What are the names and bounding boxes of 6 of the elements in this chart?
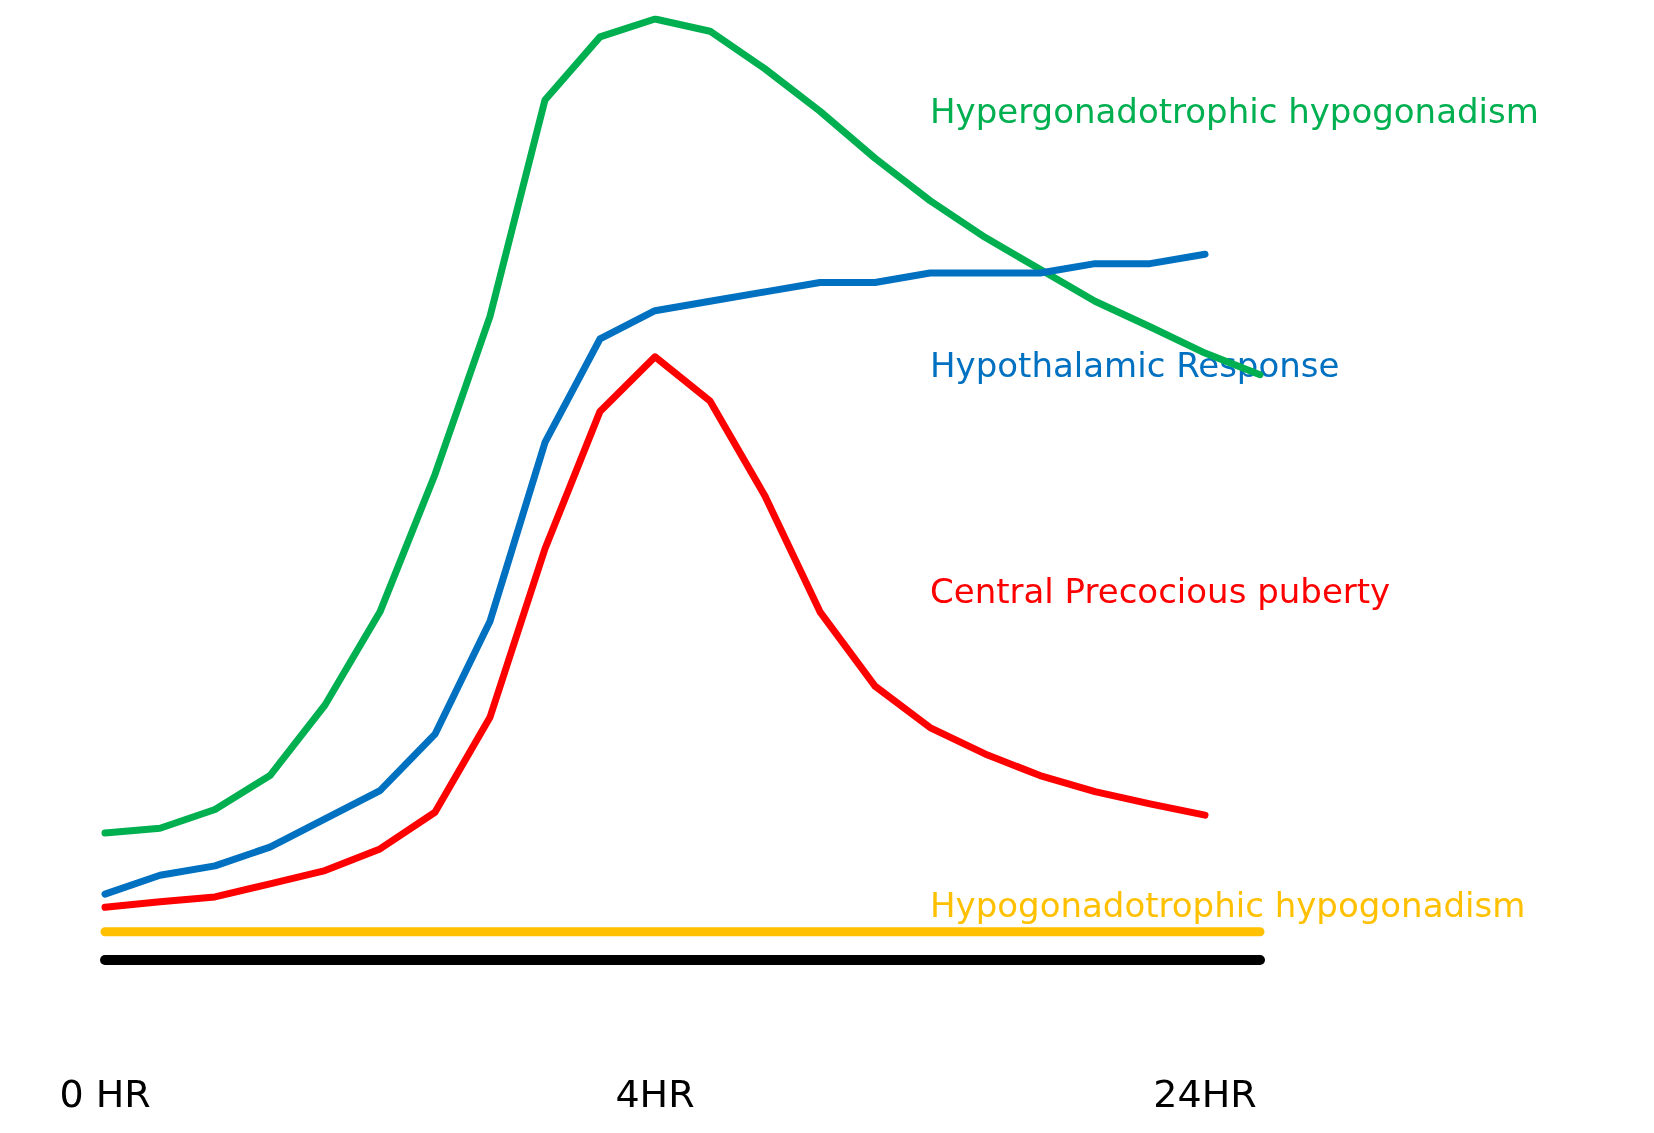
x-tick-label: 0 HR: [59, 1072, 151, 1116]
series-label: Hypogonadotrophic hypogonadism: [930, 884, 1526, 925]
text: Central Precocious puberty: [930, 571, 1391, 612]
x-tick-label: 4HR: [615, 1072, 695, 1116]
series-label: Hypergonadotrophic hypogonadism: [930, 91, 1539, 132]
x-tick-label: 24HR: [1153, 1072, 1257, 1116]
